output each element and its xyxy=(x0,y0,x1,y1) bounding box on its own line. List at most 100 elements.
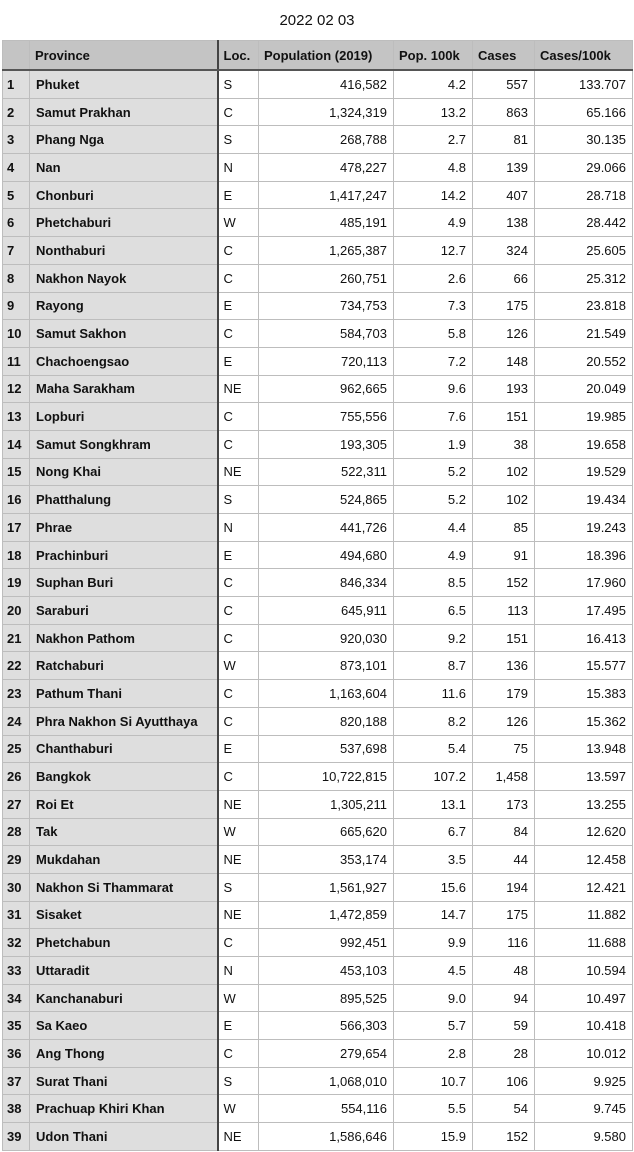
cases-per-100k-cell: 15.383 xyxy=(534,679,633,708)
location-cell: E xyxy=(217,734,259,764)
cases-per-100k-cell: 9.925 xyxy=(534,1066,633,1096)
table-row: 38 Prachuap Khiri Khan W 554,116 5.5 54 9.745 xyxy=(2,1094,633,1124)
cases-per-100k-cell: 11.882 xyxy=(534,900,633,930)
province-name-cell: Phuket xyxy=(29,69,219,99)
cases-cell: 66 xyxy=(472,263,535,293)
province-name-cell: Roi Et xyxy=(29,789,219,819)
population-cell: 1,561,927 xyxy=(258,872,394,902)
table-row: 19 Suphan Buri C 846,334 8.5 152 17.960 xyxy=(2,568,633,598)
province-name-cell: Chonburi xyxy=(29,180,219,210)
population-cell: 755,556 xyxy=(258,402,394,431)
table-row: 25 Chanthaburi E 537,698 5.4 75 13.948 xyxy=(2,734,633,764)
cases-per-100k-cell: 12.458 xyxy=(534,845,633,874)
row-index-cell: 19 xyxy=(2,568,30,598)
province-name-cell: Prachuap Khiri Khan xyxy=(29,1094,219,1124)
province-name-cell: Prachinburi xyxy=(29,540,219,570)
location-cell: S xyxy=(217,485,259,514)
province-name-cell: Ratchaburi xyxy=(29,651,219,681)
province-name-cell: Udon Thani xyxy=(29,1122,219,1151)
row-index-cell: 12 xyxy=(2,374,30,404)
province-name-cell: Samut Sakhon xyxy=(29,319,219,348)
table-row: 20 Saraburi C 645,911 6.5 113 17.495 xyxy=(2,596,633,625)
province-name-cell: Maha Sarakham xyxy=(29,374,219,404)
row-index-cell: 1 xyxy=(2,69,30,99)
province-name-cell: Saraburi xyxy=(29,596,219,625)
province-name-cell: Bangkok xyxy=(29,762,219,791)
cases-cell: 106 xyxy=(472,1066,535,1096)
province-name-cell: Nakhon Nayok xyxy=(29,263,219,293)
table-row: 36 Ang Thong C 279,654 2.8 28 10.012 xyxy=(2,1039,633,1068)
population-cell: 453,103 xyxy=(258,956,394,985)
row-index-cell: 7 xyxy=(2,236,30,265)
pop-100k-cell: 6.7 xyxy=(393,817,473,847)
population-cell: 895,525 xyxy=(258,983,394,1013)
cases-cell: 152 xyxy=(472,1122,535,1151)
cases-cell: 173 xyxy=(472,789,535,819)
pop-100k-cell: 7.3 xyxy=(393,291,473,321)
header-row: Province Loc. Population (2019) Pop. 100… xyxy=(2,40,633,71)
row-index-cell: 38 xyxy=(2,1094,30,1124)
population-cell: 494,680 xyxy=(258,540,394,570)
cases-cell: 139 xyxy=(472,153,535,182)
row-index-cell: 23 xyxy=(2,679,30,708)
province-name-cell: Nan xyxy=(29,153,219,182)
province-name-cell: Pathum Thani xyxy=(29,679,219,708)
population-cell: 554,116 xyxy=(258,1094,394,1124)
pop-100k-cell: 13.2 xyxy=(393,97,473,127)
population-cell: 720,113 xyxy=(258,346,394,376)
population-cell: 1,324,319 xyxy=(258,97,394,127)
cases-cell: 38 xyxy=(472,429,535,459)
population-cell: 537,698 xyxy=(258,734,394,764)
location-cell: C xyxy=(217,706,259,736)
province-name-cell: Phang Nga xyxy=(29,125,219,155)
location-cell: C xyxy=(217,263,259,293)
cases-cell: 126 xyxy=(472,706,535,736)
header-index xyxy=(2,40,30,71)
table-row: 8 Nakhon Nayok C 260,751 2.6 66 25.312 xyxy=(2,263,633,293)
row-index-cell: 26 xyxy=(2,762,30,791)
location-cell: E xyxy=(217,180,259,210)
table-row: 33 Uttaradit N 453,103 4.5 48 10.594 xyxy=(2,956,633,985)
pop-100k-cell: 2.6 xyxy=(393,263,473,293)
cases-cell: 151 xyxy=(472,402,535,431)
header-location: Loc. xyxy=(217,40,259,71)
cases-cell: 48 xyxy=(472,956,535,985)
pop-100k-cell: 5.2 xyxy=(393,485,473,514)
table-row: 1 Phuket S 416,582 4.2 557 133.707 xyxy=(2,69,633,99)
cases-cell: 148 xyxy=(472,346,535,376)
location-cell: C xyxy=(217,97,259,127)
row-index-cell: 30 xyxy=(2,872,30,902)
row-index-cell: 13 xyxy=(2,402,30,431)
row-index-cell: 29 xyxy=(2,845,30,874)
cases-per-100k-cell: 29.066 xyxy=(534,153,633,182)
pop-100k-cell: 4.2 xyxy=(393,69,473,99)
cases-cell: 136 xyxy=(472,651,535,681)
table-row: 22 Ratchaburi W 873,101 8.7 136 15.577 xyxy=(2,651,633,681)
population-cell: 1,265,387 xyxy=(258,236,394,265)
table-row: 32 Phetchabun C 992,451 9.9 116 11.688 xyxy=(2,928,633,957)
cases-cell: 102 xyxy=(472,485,535,514)
province-name-cell: Suphan Buri xyxy=(29,568,219,598)
province-name-cell: Samut Prakhan xyxy=(29,97,219,127)
cases-per-100k-cell: 16.413 xyxy=(534,623,633,653)
row-index-cell: 5 xyxy=(2,180,30,210)
location-cell: NE xyxy=(217,789,259,819)
cases-cell: 193 xyxy=(472,374,535,404)
province-name-cell: Sisaket xyxy=(29,900,219,930)
cases-cell: 126 xyxy=(472,319,535,348)
cases-per-100k-cell: 17.960 xyxy=(534,568,633,598)
province-name-cell: Nakhon Pathom xyxy=(29,623,219,653)
pop-100k-cell: 8.2 xyxy=(393,706,473,736)
cases-per-100k-cell: 12.421 xyxy=(534,872,633,902)
row-index-cell: 31 xyxy=(2,900,30,930)
cases-per-100k-cell: 10.418 xyxy=(534,1011,633,1041)
population-cell: 353,174 xyxy=(258,845,394,874)
population-cell: 193,305 xyxy=(258,429,394,459)
cases-per-100k-cell: 20.049 xyxy=(534,374,633,404)
cases-cell: 557 xyxy=(472,69,535,99)
province-name-cell: Sa Kaeo xyxy=(29,1011,219,1041)
population-cell: 441,726 xyxy=(258,513,394,542)
pop-100k-cell: 5.8 xyxy=(393,319,473,348)
location-cell: C xyxy=(217,1039,259,1068)
cases-cell: 324 xyxy=(472,236,535,265)
